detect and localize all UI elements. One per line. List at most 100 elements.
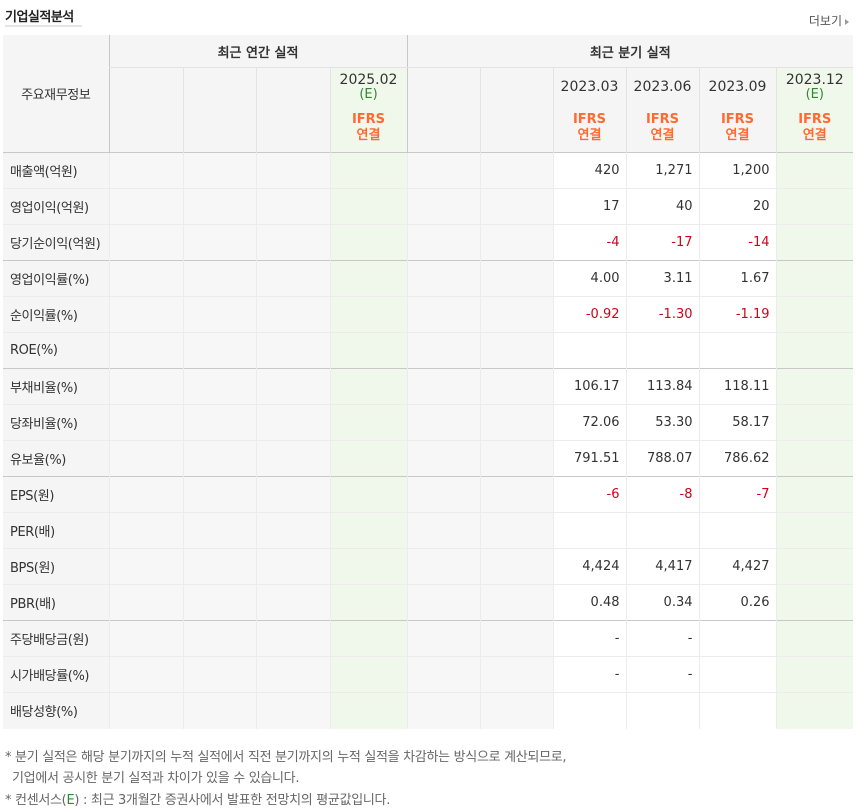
- quarter-cell: [406, 440, 480, 477]
- consolidation-label: 연결: [577, 128, 602, 143]
- quarter-cell: -17: [625, 224, 699, 261]
- ifrs-label: IFRS: [572, 112, 607, 127]
- annual-cell: [108, 332, 183, 369]
- quarter-cell: [479, 368, 553, 405]
- quarter-cell: [406, 224, 480, 261]
- section-title: 기업실적분석: [5, 10, 74, 25]
- table-row: 영업이익(억원) 17 40 20: [3, 188, 854, 225]
- quarter-cell: 1,200: [698, 152, 776, 189]
- annual-cell: [255, 440, 330, 477]
- row-label: 시가배당률(%): [3, 656, 109, 693]
- row-label: EPS(원): [3, 476, 109, 513]
- annual-cell: [108, 548, 183, 585]
- annual-cell: [329, 296, 407, 333]
- quarter-cell: [775, 584, 854, 621]
- period-label: 2023.09: [708, 78, 767, 95]
- footnote-3: * 컨센서스(E) : 최근 3개월간 증권사에서 발표한 전망치의 평균값입니…: [5, 789, 390, 808]
- row-label: 매출액(억원): [3, 152, 109, 189]
- quarter-cell: [406, 296, 480, 333]
- quarter-cell: 113.84: [625, 368, 699, 405]
- quarter-cell: [406, 152, 480, 189]
- annual-cell: [182, 260, 256, 297]
- row-label: 유보율(%): [3, 440, 109, 477]
- quarter-cell: [406, 404, 480, 441]
- table-row: 영업이익률(%) 4.00 3.11 1.67: [3, 260, 854, 297]
- quarter-cell: -7: [698, 476, 776, 513]
- annual-cell: [182, 404, 256, 441]
- accounting-basis-header: IFRS 연결: [698, 104, 776, 153]
- period-header: 2023.12 (E): [775, 67, 854, 104]
- quarter-cell: [775, 260, 854, 297]
- annual-cell: [329, 620, 407, 657]
- quarter-cell: -: [625, 656, 699, 693]
- bullet: *: [5, 750, 16, 765]
- quarter-cell: [775, 188, 854, 225]
- quarter-cell: [479, 512, 553, 549]
- quarter-cell: 118.11: [698, 368, 776, 405]
- table-row: BPS(원) 4,424 4,417 4,427: [3, 548, 854, 585]
- annual-cell: [329, 656, 407, 693]
- more-link[interactable]: 더보기: [809, 12, 849, 29]
- period-header: 2023.03: [552, 67, 626, 104]
- ifrs-label: IFRS: [645, 112, 680, 127]
- quarter-cell: [406, 332, 480, 369]
- quarter-cell: [406, 656, 480, 693]
- quarter-cell: [552, 512, 626, 549]
- quarter-cell: [406, 620, 480, 657]
- table-row: 당좌비율(%) 72.06 53.30 58.17: [3, 404, 854, 441]
- ifrs-label: IFRS: [798, 112, 832, 127]
- quarter-cell: [775, 224, 854, 261]
- accounting-basis-header: [108, 104, 183, 153]
- footnote-line-3-e: E: [66, 793, 75, 808]
- quarter-cell: [625, 692, 699, 729]
- annual-cell: [329, 440, 407, 477]
- annual-cell: [329, 404, 407, 441]
- quarter-cell: [479, 440, 553, 477]
- row-label: PER(배): [3, 512, 109, 549]
- accounting-basis-header: IFRS 연결: [775, 104, 854, 153]
- quarter-cell: [406, 584, 480, 621]
- accounting-basis-header: [406, 104, 480, 153]
- annual-cell: [182, 296, 256, 333]
- row-label: PBR(배): [3, 584, 109, 621]
- period-header: 2025.02 (E): [329, 67, 407, 104]
- footnote-line-3-suffix: ) : 최근 3개월간 증권사에서 발표한 전망치의 평균값입니다.: [74, 793, 391, 808]
- annual-cell: [108, 296, 183, 333]
- quarter-cell: 420: [552, 152, 626, 189]
- quarter-cell: [479, 692, 553, 729]
- table-row: 주당배당금(원) - -: [3, 620, 854, 657]
- annual-cell: [255, 620, 330, 657]
- accounting-basis-header: [255, 104, 330, 153]
- quarter-cell: 0.26: [698, 584, 776, 621]
- quarter-cell: 1,271: [625, 152, 699, 189]
- estimate-marker: (E): [359, 87, 378, 102]
- quarter-cell: [698, 332, 776, 369]
- annual-cell: [329, 584, 407, 621]
- annual-cell: [329, 260, 407, 297]
- annual-cell: [255, 224, 330, 261]
- quarter-cell: -1.19: [698, 296, 776, 333]
- annual-cell: [108, 440, 183, 477]
- quarter-cell: [479, 260, 553, 297]
- period-label: [110, 85, 183, 87]
- consolidation-label: 연결: [650, 128, 675, 143]
- quarter-cell: -: [552, 656, 626, 693]
- period-label: [257, 85, 330, 87]
- period-label: 2023.03: [560, 78, 619, 95]
- footnote-line-1: 분기 실적은 해당 분기까지의 누적 실적에서 직전 분기까지의 누적 실적을 …: [15, 750, 567, 765]
- annual-cell: [255, 404, 330, 441]
- annual-cell: [255, 368, 330, 405]
- annual-cell: [329, 548, 407, 585]
- period-label: [408, 85, 480, 87]
- annual-cell: [329, 224, 407, 261]
- quarter-cell: [406, 368, 480, 405]
- quarter-cell: [406, 548, 480, 585]
- annual-cell: [108, 656, 183, 693]
- annual-cell: [108, 152, 183, 189]
- annual-cell: [182, 656, 256, 693]
- ifrs-label: IFRS: [720, 112, 755, 127]
- consolidation-label: 연결: [356, 128, 381, 143]
- footnote-1: * 분기 실적은 해당 분기까지의 누적 실적에서 직전 분기까지의 누적 실적…: [5, 746, 567, 765]
- bullet: *: [5, 793, 16, 808]
- period-label: 2025.02: [339, 72, 398, 88]
